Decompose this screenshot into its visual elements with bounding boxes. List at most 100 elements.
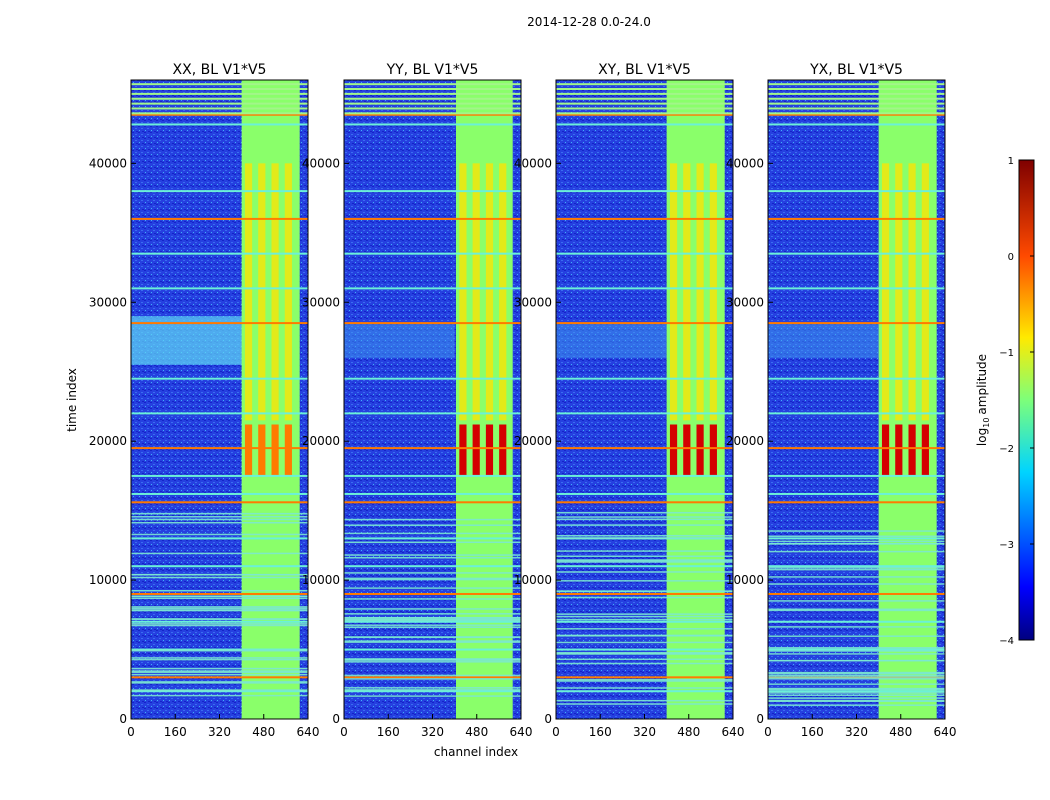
panel-3-top-line-1 [556, 112, 733, 115]
panel-1-rfi-line-4 [131, 217, 308, 220]
panel-3-top-line-7 [556, 83, 733, 86]
panel-4-rfi-line-15 [768, 565, 945, 568]
panel-3-low-line-24 [556, 634, 733, 637]
panel-4-title: YX, BL V1*V5 [809, 62, 903, 78]
panel-2-yellow-strip-4 [499, 163, 507, 421]
panel-3-xtick-1: 0 [552, 725, 560, 739]
panel-4-top-line-7 [768, 83, 945, 86]
panel-2-xtick-2: 160 [377, 725, 400, 739]
panel-1-low-line-3 [131, 682, 308, 684]
panel-1-low-line-22 [131, 694, 308, 697]
panel-4-low-line-31 [768, 583, 945, 585]
panel-1-top-line-1 [131, 112, 308, 115]
panel-4-low-line-6 [768, 568, 945, 571]
panel-1-rfi-line-17 [131, 620, 308, 623]
panel-2-low-line-12 [344, 532, 521, 535]
panel-4-rfi-line-1 [768, 113, 945, 116]
panel-4-xtick-5: 640 [934, 725, 957, 739]
panel-4-rfi-line-11 [768, 474, 945, 477]
panel-1-low-line-20 [131, 609, 308, 612]
panel-4-top-line-6 [768, 88, 945, 91]
panel-4-low-line-25 [768, 659, 945, 662]
colorbar-label-prefix: log [975, 428, 989, 446]
panel-1-yellow-strip-4 [284, 163, 292, 421]
panel-3-low-line-30 [556, 534, 733, 537]
panel-4-low-line-12 [768, 697, 945, 699]
panel-2-low-line-30 [344, 608, 521, 610]
panel-2-low-line-27 [344, 518, 521, 521]
colorbar-label-main: amplitude [975, 354, 989, 415]
panel-2-top-line-2 [344, 107, 521, 110]
panel-3-top-line-2 [556, 107, 733, 110]
panel-1-low-line-32 [131, 649, 308, 652]
panel-3-rfi-line-7 [556, 322, 733, 325]
panel-3-rfi-line-12 [556, 492, 733, 495]
panel-1-burst-4 [284, 424, 292, 476]
panel-2-low-line-32 [344, 541, 521, 544]
figure-suptitle: 2014-12-28 0.0-24.0 [527, 15, 651, 29]
panel-2-rfi-line-3 [344, 190, 521, 193]
y-axis-label: time index [65, 368, 79, 432]
panel-2-burst-3 [485, 424, 494, 476]
panel-3-top-line-3 [556, 102, 733, 105]
colorbar-tick-5: −3 [999, 540, 1014, 551]
panel-4-ytick-1: 0 [756, 712, 764, 726]
panel-1-rfi-line-19 [131, 676, 308, 679]
panel-3-low-line-21 [556, 652, 733, 655]
panel-2-rfi-line-18 [344, 648, 521, 651]
panel-3-low-line-19 [556, 571, 733, 573]
panel-4-rfi-line-17 [768, 620, 945, 623]
panel-4-low-line-11 [768, 671, 945, 674]
panel-2-xtick-1: 0 [340, 725, 348, 739]
panel-2-rfi-line-5 [344, 252, 521, 255]
panel-4-low-line-22 [768, 609, 945, 612]
panel-4-low-line-5 [768, 567, 945, 569]
panel-1-xtick-1: 0 [127, 725, 135, 739]
panel-1-rfi-line-7 [131, 322, 308, 325]
panel-1-rfi-line-6 [131, 287, 308, 290]
colorbar-label-sub: 10 [982, 418, 991, 428]
panel-3-xtick-5: 640 [722, 725, 745, 739]
panel-2-rfi-line-19 [344, 676, 521, 679]
panel-1-rfi-line-9 [131, 412, 308, 415]
panel-4-rfi-line-5 [768, 252, 945, 255]
panel-2-faint-band [344, 323, 455, 358]
panel-3-rfi-line-16 [556, 592, 733, 595]
panel-4-burst-4 [921, 424, 929, 476]
panel-3-rfi-line-19 [556, 676, 733, 679]
panel-4-rfi-line-3 [768, 190, 945, 193]
panel-1-rfi-line-8 [131, 377, 308, 380]
panel-2-rfi-line-11 [344, 474, 521, 477]
panel-3-low-line-2 [556, 658, 733, 661]
panel-1-ytick-2: 10000 [89, 573, 127, 587]
panel-1-rfi-line-12 [131, 492, 308, 495]
panel-3-rfi-line-6 [556, 287, 733, 290]
panel-4-low-line-17 [768, 540, 945, 543]
panel-2-xtick-5: 640 [510, 725, 533, 739]
panel-2-rfi-line-12 [344, 492, 521, 495]
panel-4-ytick-4: 30000 [726, 295, 764, 309]
panel-4-xtick-2: 160 [801, 725, 824, 739]
panel-1: XX, BL V1*V5 0 160 320 480 640 0 10000 20000 3000… [89, 62, 320, 739]
panel-1-rfi-line-5 [131, 252, 308, 255]
panel-3-low-line-6 [556, 555, 733, 558]
panel-4-ytick-5: 40000 [726, 156, 764, 170]
panel-4-rfi-line-14 [768, 537, 945, 540]
panel-2-yellow-strip-2 [472, 163, 480, 421]
panel-2-xtick-3: 320 [421, 725, 444, 739]
panel-3-ytick-4: 30000 [514, 295, 552, 309]
panel-3-rfi-line-4 [556, 217, 733, 220]
panel-4-xtick-3: 320 [845, 725, 868, 739]
colorbar-tick-4: −2 [999, 444, 1014, 455]
panel-3-rfi-line-8 [556, 377, 733, 380]
panel-2: YY, BL V1*V5 0 160 320 480 640 0 10000 20000 3000… [302, 62, 533, 739]
panel-4-yellow-strip-3 [908, 163, 916, 421]
panel-1-rfi-line-20 [131, 690, 308, 693]
panel-2-low-line-16 [344, 626, 521, 628]
panel-1-burst-3 [271, 424, 279, 476]
panel-2-low-line-22 [344, 687, 521, 689]
panel-4-top-line-5 [768, 92, 945, 95]
panel-3-low-line-18 [556, 628, 733, 630]
panel-2-yellow-strip-1 [459, 163, 467, 421]
